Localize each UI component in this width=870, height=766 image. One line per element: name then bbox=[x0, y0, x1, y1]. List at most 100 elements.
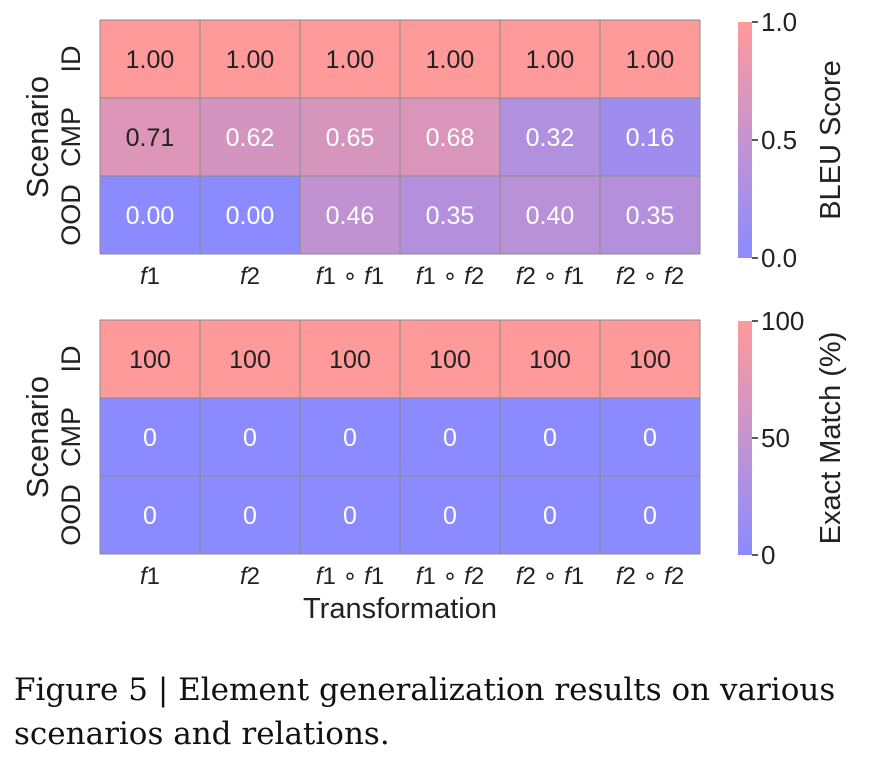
cell-value-label: 0.68 bbox=[426, 124, 475, 152]
cell-value-label: 1.00 bbox=[126, 46, 175, 74]
cell-value-label: 0 bbox=[243, 502, 257, 530]
heatmap-cell bbox=[199, 19, 301, 99]
colorbar bbox=[738, 22, 752, 258]
colorbar-label: BLEU Score bbox=[815, 60, 847, 220]
cell-value-label: 0.16 bbox=[626, 124, 675, 152]
cell-value-label: 100 bbox=[129, 346, 171, 374]
column-label-f2-f2: f2 ∘ f2 bbox=[616, 563, 684, 590]
cell-value-label: 0 bbox=[443, 424, 457, 452]
heatmap-cell bbox=[399, 19, 501, 99]
cell-value-label: 1.00 bbox=[326, 46, 375, 74]
column-label-f2: f2 bbox=[240, 563, 260, 590]
heatmap-cell bbox=[499, 19, 601, 99]
column-label-f1-f2: f1 ∘ f2 bbox=[416, 263, 484, 290]
colorbar-tick-label: 0.5 bbox=[761, 125, 797, 155]
heatmap-cell bbox=[99, 475, 201, 555]
cell-value-label: 1.00 bbox=[426, 46, 475, 74]
heatmap-cell bbox=[499, 175, 601, 255]
heatmap-cell bbox=[199, 175, 301, 255]
heatmap-cell bbox=[399, 97, 501, 177]
cell-value-label: 0.65 bbox=[326, 124, 375, 152]
cell-value-label: 0.40 bbox=[526, 202, 575, 230]
x-axis-label: Transformation bbox=[303, 593, 497, 625]
heatmap-cell bbox=[99, 319, 201, 399]
column-label-f2: f2 bbox=[240, 263, 260, 290]
heatmap-cell bbox=[299, 475, 401, 555]
column-label-f1: f1 bbox=[140, 563, 160, 590]
cell-value-label: 100 bbox=[429, 346, 471, 374]
heatmap-cell bbox=[299, 319, 401, 399]
figure: 1.00 1.00 1.00 1.00 1.00 1.000.71 0.62 0.65 0.68… bbox=[20, 7, 847, 625]
cell-value-label: 0 bbox=[543, 502, 557, 530]
colorbar-tick-label: 50 bbox=[761, 423, 790, 453]
figure-caption: Figure 5 | Element generalization result… bbox=[14, 672, 836, 752]
heatmap-cell bbox=[199, 319, 301, 399]
cell-value-label: 0 bbox=[243, 424, 257, 452]
cell-value-label: 0 bbox=[643, 502, 657, 530]
cell-value-label: 0.71 bbox=[126, 124, 175, 152]
cell-value-label: 0.46 bbox=[326, 202, 375, 230]
heatmap-cell bbox=[599, 97, 701, 177]
heatmap-cell bbox=[399, 319, 501, 399]
cell-value-label: 1.00 bbox=[526, 46, 575, 74]
colorbar bbox=[738, 321, 752, 555]
heatmap-cell bbox=[399, 175, 501, 255]
heatmap-cell bbox=[99, 19, 201, 99]
cell-value-label: 0.32 bbox=[526, 124, 575, 152]
column-label-f1-f1: f1 ∘ f1 bbox=[316, 563, 384, 590]
heatmap-cell bbox=[99, 175, 201, 255]
row-label-cmp: CMP bbox=[56, 107, 86, 167]
column-label-f1-f1: f1 ∘ f1 bbox=[316, 263, 384, 290]
cell-value-label: 100 bbox=[329, 346, 371, 374]
cell-value-label: 0 bbox=[343, 424, 357, 452]
exact-match-heatmap-panel: 100 100 100 100 100 100 0 0 0 0 0 0 0 0 0 0 0 0 ID CMP OODSc… bbox=[20, 306, 847, 625]
heatmap-cell bbox=[499, 475, 601, 555]
heatmap-cell bbox=[99, 397, 201, 477]
heatmap-cell bbox=[299, 175, 401, 255]
colorbar-tick-label: 0.0 bbox=[761, 243, 797, 273]
cell-value-label: 0 bbox=[143, 502, 157, 530]
colorbar-tick-label: 100 bbox=[761, 306, 804, 336]
cell-value-label: 0.00 bbox=[226, 202, 275, 230]
cell-value-label: 0 bbox=[343, 502, 357, 530]
column-label-f2-f1: f2 ∘ f1 bbox=[516, 563, 584, 590]
colorbar-label: Exact Match (%) bbox=[815, 332, 847, 545]
cell-value-label: 0.35 bbox=[626, 202, 675, 230]
cell-value-label: 0.00 bbox=[126, 202, 175, 230]
cell-value-label: 100 bbox=[529, 346, 571, 374]
heatmap-cell bbox=[199, 97, 301, 177]
cell-value-label: 0 bbox=[543, 424, 557, 452]
heatmap-cell bbox=[599, 19, 701, 99]
heatmap-cell bbox=[199, 397, 301, 477]
cell-value-label: 1.00 bbox=[226, 46, 275, 74]
cell-value-label: 0 bbox=[643, 424, 657, 452]
heatmap-cell bbox=[599, 397, 701, 477]
cell-value-label: 0 bbox=[143, 424, 157, 452]
column-label-f1: f1 bbox=[140, 263, 160, 290]
cell-value-label: 0.35 bbox=[426, 202, 475, 230]
heatmap-cell bbox=[599, 175, 701, 255]
row-label-id: ID bbox=[56, 46, 86, 73]
heatmap-cell bbox=[499, 397, 601, 477]
row-label-cmp: CMP bbox=[56, 407, 86, 467]
cell-value-label: 0.62 bbox=[226, 124, 275, 152]
cell-value-label: 100 bbox=[629, 346, 671, 374]
y-axis-label: Scenario bbox=[20, 76, 55, 198]
row-label-id: ID bbox=[56, 346, 86, 373]
row-label-ood: OOD bbox=[56, 184, 86, 246]
heatmap-cell bbox=[599, 319, 701, 399]
row-label-ood: OOD bbox=[56, 484, 86, 546]
column-label-f2-f2: f2 ∘ f2 bbox=[616, 263, 684, 290]
column-label-f2-f1: f2 ∘ f1 bbox=[516, 263, 584, 290]
column-label-f1-f2: f1 ∘ f2 bbox=[416, 563, 484, 590]
colorbar-tick-label: 1.0 bbox=[761, 7, 797, 37]
bleu-heatmap-panel: 1.00 1.00 1.00 1.00 1.00 1.00 0.71 0.62 0.65 0.68… bbox=[20, 7, 847, 290]
cell-value-label: 1.00 bbox=[626, 46, 675, 74]
heatmap-cell bbox=[499, 319, 601, 399]
cell-value-label: 100 bbox=[229, 346, 271, 374]
heatmap-cell bbox=[299, 19, 401, 99]
cell-value-label: 0 bbox=[443, 502, 457, 530]
y-axis-label: Scenario bbox=[20, 376, 55, 498]
colorbar-tick-label: 0 bbox=[761, 540, 775, 570]
heatmap-cell bbox=[599, 475, 701, 555]
